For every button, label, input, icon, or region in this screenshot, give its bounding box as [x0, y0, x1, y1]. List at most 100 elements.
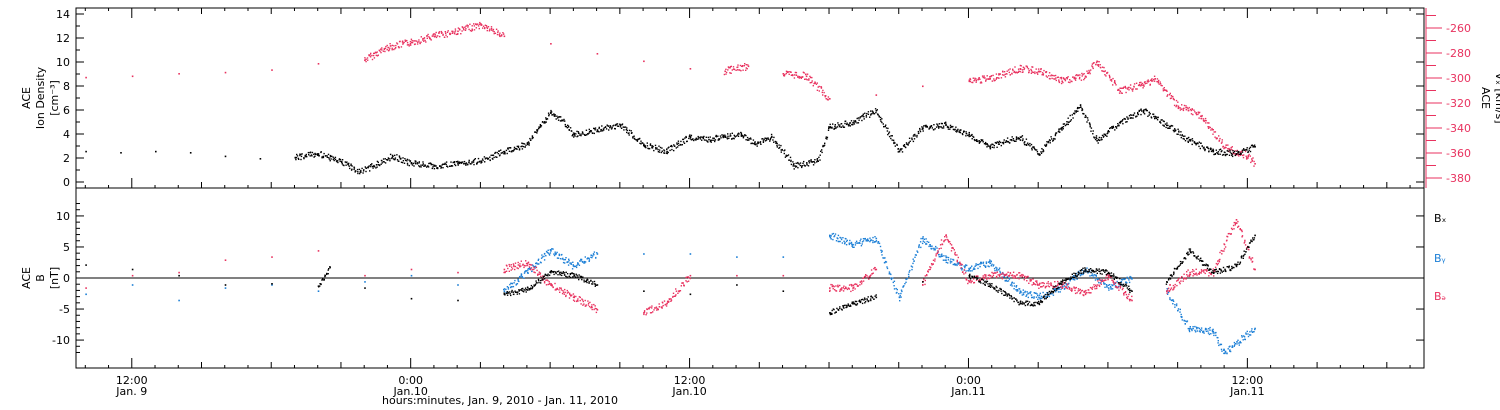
bz-point	[1129, 300, 1131, 302]
bz-point	[540, 275, 542, 278]
bx-point	[854, 303, 856, 305]
density-point	[1125, 121, 1127, 123]
by-point	[1021, 294, 1023, 296]
velocity-point	[1083, 78, 1085, 81]
bz-point	[852, 289, 854, 291]
density-point	[1254, 146, 1256, 148]
bz-point	[1052, 286, 1054, 288]
density-point	[776, 144, 778, 147]
bx-point	[1052, 291, 1055, 293]
velocity-point	[1172, 97, 1175, 100]
by-point	[874, 241, 876, 243]
bz-point	[1193, 273, 1195, 275]
velocity-point	[1058, 79, 1060, 81]
density-point	[810, 160, 812, 162]
by-point	[515, 283, 518, 285]
density-point	[718, 138, 721, 140]
bz-point	[577, 300, 579, 302]
velocity-point	[391, 49, 393, 51]
velocity-point	[1213, 131, 1215, 133]
density-point	[350, 163, 352, 165]
density-point	[1182, 137, 1184, 140]
bz-point	[829, 287, 831, 289]
bz-point	[1231, 228, 1234, 231]
by-point	[538, 263, 540, 265]
by-point	[861, 243, 863, 245]
density-point	[1023, 143, 1026, 146]
density-point	[1042, 151, 1044, 153]
density-point	[1152, 113, 1154, 115]
density-point	[644, 146, 646, 148]
density-point	[1055, 132, 1058, 134]
density-point	[492, 158, 494, 160]
bx-point	[1210, 268, 1212, 271]
bx-point	[1088, 268, 1090, 271]
by-point	[1249, 334, 1252, 336]
bx-point	[1095, 270, 1097, 272]
bz-point	[1000, 273, 1003, 275]
by-point	[870, 239, 873, 241]
density-point	[353, 168, 355, 171]
bz-point	[865, 274, 867, 276]
density-point	[1011, 136, 1013, 138]
density-point	[922, 127, 924, 129]
velocity-point	[1161, 85, 1163, 87]
bz-point	[1217, 262, 1219, 265]
velocity-point	[1248, 153, 1250, 156]
by-point	[1057, 291, 1060, 293]
bz-point	[1074, 292, 1077, 295]
density-point	[473, 159, 476, 161]
velocity-point	[1204, 117, 1207, 120]
density-point	[965, 132, 968, 135]
velocity-point	[736, 69, 739, 71]
velocity-point	[742, 69, 744, 71]
bx-point	[1096, 269, 1099, 271]
velocity-point	[1109, 79, 1112, 81]
density-point	[311, 155, 313, 157]
by-point	[1254, 327, 1256, 330]
density-tick-label: 14	[56, 8, 70, 21]
by-point	[989, 262, 991, 265]
density-point	[647, 147, 649, 150]
density-point	[367, 166, 370, 168]
by-point	[543, 255, 545, 258]
density-point	[494, 152, 496, 154]
by-point	[1191, 329, 1193, 332]
velocity-point	[1247, 157, 1249, 159]
velocity-point	[1054, 74, 1057, 77]
density-point	[442, 167, 444, 169]
bz-point	[862, 277, 864, 279]
density-point	[320, 151, 322, 153]
density-point	[1007, 141, 1010, 143]
bx-point	[1127, 288, 1130, 291]
bz-point	[593, 308, 595, 311]
velocity-point	[1122, 87, 1124, 89]
density-point	[816, 161, 818, 163]
bz-point	[1197, 273, 1200, 275]
density-point	[387, 159, 389, 161]
velocity-point	[1020, 65, 1022, 67]
bx-point	[592, 281, 594, 283]
bz-point	[924, 279, 926, 282]
by-point	[912, 258, 914, 260]
by-point	[1025, 295, 1027, 297]
density-point	[1212, 149, 1215, 152]
density-point	[1122, 119, 1124, 121]
bx-point	[987, 285, 990, 287]
velocity-point	[391, 44, 394, 47]
density-point	[435, 165, 437, 167]
density-point	[617, 125, 620, 127]
velocity-point	[445, 34, 447, 36]
by-point	[1019, 290, 1022, 292]
velocity-point	[393, 45, 395, 47]
b-label-line: [nT]	[48, 267, 61, 289]
density-point	[926, 125, 928, 128]
density-point	[834, 124, 836, 126]
bx-point	[1119, 277, 1121, 280]
density-point	[327, 153, 330, 156]
density-point	[1021, 135, 1024, 137]
density-point	[326, 155, 328, 157]
density-point	[1123, 117, 1125, 120]
by-point	[582, 260, 584, 263]
density-point	[596, 129, 599, 131]
